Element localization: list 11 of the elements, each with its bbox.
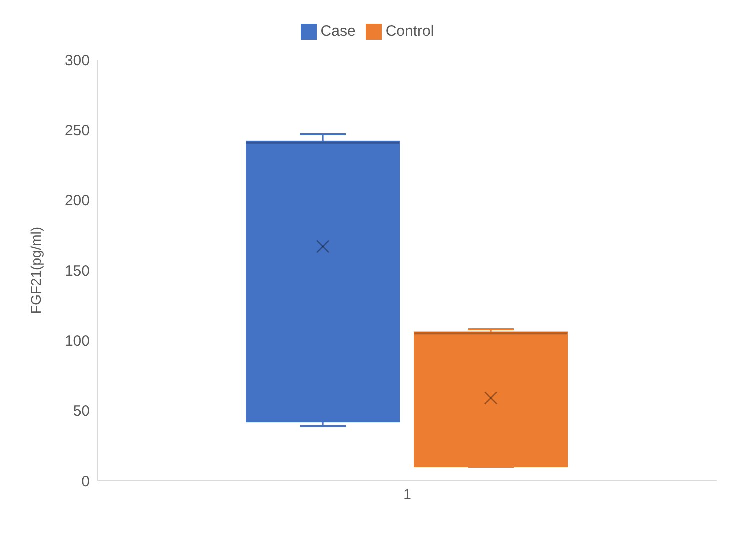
y-tick-label: 0 [82, 473, 90, 490]
y-tick-label: 200 [64, 192, 90, 210]
y-tick-label: 100 [64, 333, 90, 350]
y-tick-label: 250 [64, 122, 90, 140]
y-tick-label: 300 [64, 52, 90, 70]
y-axis-title: FGF21(pg/ml) [28, 226, 44, 314]
y-tick-label: 150 [64, 262, 90, 280]
x-tick-label: 1 [404, 486, 412, 502]
y-tick-label: 50 [73, 403, 90, 420]
legend-label: Case [320, 23, 356, 40]
legend-label: Control [386, 23, 434, 40]
